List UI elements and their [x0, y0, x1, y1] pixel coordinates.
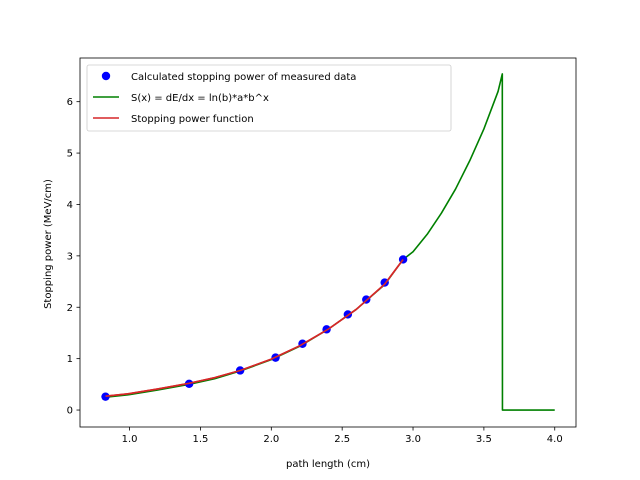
legend-box: [86, 64, 452, 132]
legend-label: S(x) = dE/dx = ln(b)*a*b^x: [131, 93, 269, 104]
y-tick-label: 3: [67, 251, 73, 262]
legend-marker: [101, 71, 111, 81]
axes: 1.0 1.5 2.0 2.5 3.0 3.5 4.0 0 1 2 3 4 5 6: [67, 57, 577, 445]
y-tick-label: 5: [67, 149, 73, 160]
x-axis-label: path length (cm): [286, 459, 370, 470]
y-tick-label: 4: [67, 200, 73, 211]
axes-frame: [79, 57, 577, 428]
x-tick-label: 2.5: [334, 434, 350, 445]
y-axis-label: Stopping power (MeV/cm): [43, 179, 54, 309]
x-tick-label: 4.0: [547, 434, 563, 445]
x-tick-label: 3.0: [405, 434, 421, 445]
x-tick-label: 1.5: [193, 434, 209, 445]
legend-label: Stopping power function: [131, 114, 254, 125]
legend-label: Calculated stopping power of measured da…: [131, 72, 356, 83]
legend: Calculated stopping power of measured da…: [86, 64, 452, 132]
x-tick-label: 3.5: [476, 434, 492, 445]
y-tick-label: 0: [67, 406, 73, 417]
x-tick-label: 2.0: [263, 434, 279, 445]
y-tick-label: 1: [67, 354, 73, 365]
data-point: [101, 392, 110, 401]
plot-area: [101, 73, 555, 411]
y-tick-label: 2: [67, 303, 73, 314]
series-line-overlay: [105, 258, 404, 397]
x-tick-label: 1.0: [122, 434, 138, 445]
y-tick-label: 6: [67, 97, 73, 108]
